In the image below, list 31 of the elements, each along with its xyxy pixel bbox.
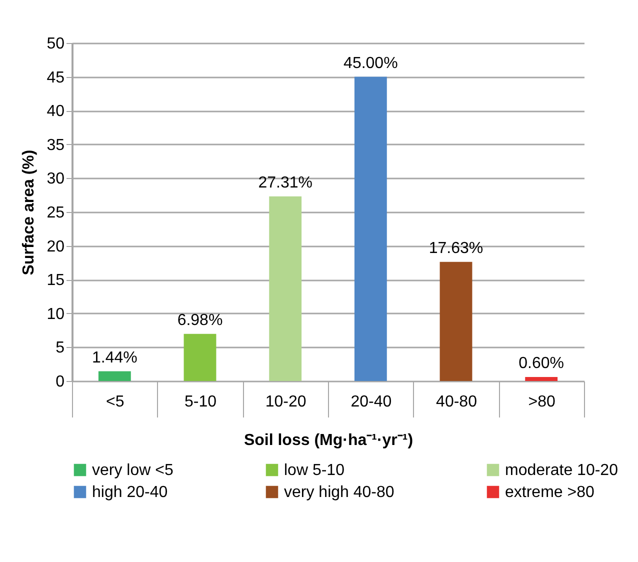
y-tick-label: 0 (56, 374, 65, 390)
legend-label: very low <5 (92, 462, 174, 479)
legend-label: high 20-40 (92, 484, 168, 501)
y-tick-label: 35 (46, 136, 65, 154)
y-tick-label: 5 (56, 340, 65, 357)
data-label: 0.60% (518, 354, 564, 372)
data-label: 1.44% (92, 349, 138, 366)
y-tick-label: 15 (46, 272, 65, 290)
y-tick-label: 30 (46, 170, 65, 188)
x-tick-label: 40-80 (436, 394, 478, 410)
y-tick-label: 50 (46, 36, 65, 52)
y-tick-label: 20 (46, 238, 65, 256)
y-tick-label: 40 (46, 103, 65, 120)
legend-label: moderate 10-20 (505, 462, 618, 479)
y-axis-title: Surface area (%) (20, 150, 38, 276)
x-tick-label: <5 (106, 394, 124, 410)
y-tick-label: 25 (46, 204, 65, 222)
x-tick-label: >80 (528, 394, 556, 410)
data-label: 17.63% (428, 240, 484, 257)
legend-label: low 5-10 (284, 462, 345, 479)
x-tick-label: 20-40 (350, 394, 392, 410)
x-tick-label: 10-20 (265, 394, 306, 410)
x-axis-title: Soil loss (Mg·ha⁻¹·yr⁻¹) (244, 432, 414, 449)
y-tick-label: 10 (46, 306, 65, 323)
legend-label: extreme >80 (505, 484, 594, 501)
data-label: 45.00% (344, 54, 398, 72)
x-tick-label: 5-10 (184, 394, 217, 410)
y-tick-label: 45 (46, 69, 65, 86)
data-label: 27.31% (258, 174, 312, 192)
legend-label: very high 40-80 (284, 484, 394, 501)
data-label: 6.98% (177, 312, 223, 329)
